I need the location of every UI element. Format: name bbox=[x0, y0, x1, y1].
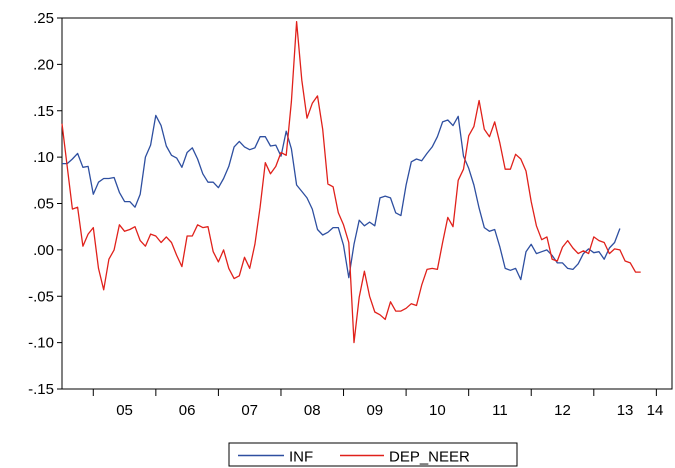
plot-frame bbox=[61, 17, 673, 390]
x-tick-label: 09 bbox=[366, 402, 383, 419]
x-tick-label: 10 bbox=[429, 402, 446, 419]
x-tick-label: 06 bbox=[179, 402, 196, 419]
y-tick-label: .10 bbox=[33, 149, 54, 166]
y-tick-label: .15 bbox=[33, 103, 54, 120]
x-tick-label: 13 bbox=[617, 402, 634, 419]
legend-label: DEP_NEER bbox=[389, 449, 470, 466]
y-tick-label: -.15 bbox=[28, 381, 54, 398]
x-tick-label: 14 bbox=[647, 402, 664, 419]
x-tick-label: 11 bbox=[492, 402, 508, 419]
x-tick-label: 07 bbox=[241, 402, 258, 419]
series-line-inf bbox=[62, 114, 621, 281]
series-line-dep-neer bbox=[61, 21, 641, 344]
legend-label: INF bbox=[289, 449, 313, 466]
y-tick-label: .25 bbox=[33, 10, 54, 27]
x-tick-label: 08 bbox=[304, 402, 321, 419]
y-tick-label: .05 bbox=[33, 196, 54, 213]
x-tick-label: 05 bbox=[116, 402, 133, 419]
legend-box bbox=[228, 442, 518, 467]
y-tick-label: .00 bbox=[33, 242, 54, 259]
y-tick-label: .20 bbox=[33, 56, 54, 73]
y-tick-label: -.10 bbox=[28, 335, 54, 352]
x-tick-label: 12 bbox=[554, 402, 571, 419]
y-tick-label: -.05 bbox=[28, 288, 54, 305]
